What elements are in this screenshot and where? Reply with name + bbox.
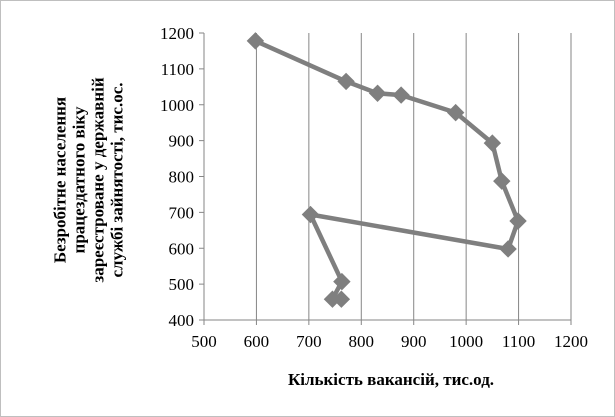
data-point bbox=[301, 205, 320, 224]
data-point bbox=[368, 84, 387, 102]
data-point bbox=[493, 172, 511, 190]
series-line bbox=[254, 38, 521, 302]
x-tick-label: 500 bbox=[191, 332, 217, 351]
data-point bbox=[392, 86, 410, 104]
y-tick-label: 800 bbox=[169, 168, 195, 187]
y-tick-label: 1100 bbox=[161, 60, 194, 79]
x-axis-label: Кількість вакансій, тис.од. bbox=[288, 370, 494, 389]
data-series bbox=[246, 32, 527, 308]
x-tick-label: 600 bbox=[244, 332, 270, 351]
y-tick-label: 600 bbox=[169, 239, 195, 258]
y-axis-label-line: службі зайнятості, тис.ос. bbox=[108, 82, 127, 277]
data-point bbox=[246, 32, 265, 50]
x-tick-label: 900 bbox=[401, 332, 427, 351]
y-axis-label-line: Безробітне населення bbox=[51, 97, 70, 263]
x-tick-label: 1200 bbox=[554, 332, 588, 351]
x-tick-label: 700 bbox=[296, 332, 322, 351]
y-tick-label: 500 bbox=[169, 275, 195, 294]
data-point bbox=[499, 240, 517, 258]
y-tick-label: 1200 bbox=[160, 24, 194, 43]
axes bbox=[199, 32, 572, 325]
x-tick-label: 1100 bbox=[502, 332, 535, 351]
data-point bbox=[446, 103, 465, 122]
data-point bbox=[332, 290, 351, 308]
tick-labels: 400 500 600 700 800 900 1000 1100 1200 500 600 700 8… bbox=[160, 24, 588, 351]
y-axis-label-line: зареєстроване у державній bbox=[89, 77, 108, 282]
data-point bbox=[483, 134, 502, 152]
y-axis-label: Безробітне населенняпрацездатного вікуза… bbox=[51, 77, 127, 282]
y-tick-label: 400 bbox=[169, 311, 195, 330]
data-point bbox=[509, 212, 527, 230]
data-point bbox=[337, 72, 355, 91]
y-tick-label: 900 bbox=[169, 132, 195, 151]
y-tick-label: 1000 bbox=[160, 96, 194, 115]
grid bbox=[255, 33, 572, 320]
x-tick-label: 1000 bbox=[449, 332, 483, 351]
y-tick-label: 700 bbox=[169, 203, 195, 222]
y-axis-label-line: працездатного віку bbox=[70, 106, 89, 253]
data-point bbox=[333, 272, 351, 291]
x-tick-label: 800 bbox=[349, 332, 375, 351]
